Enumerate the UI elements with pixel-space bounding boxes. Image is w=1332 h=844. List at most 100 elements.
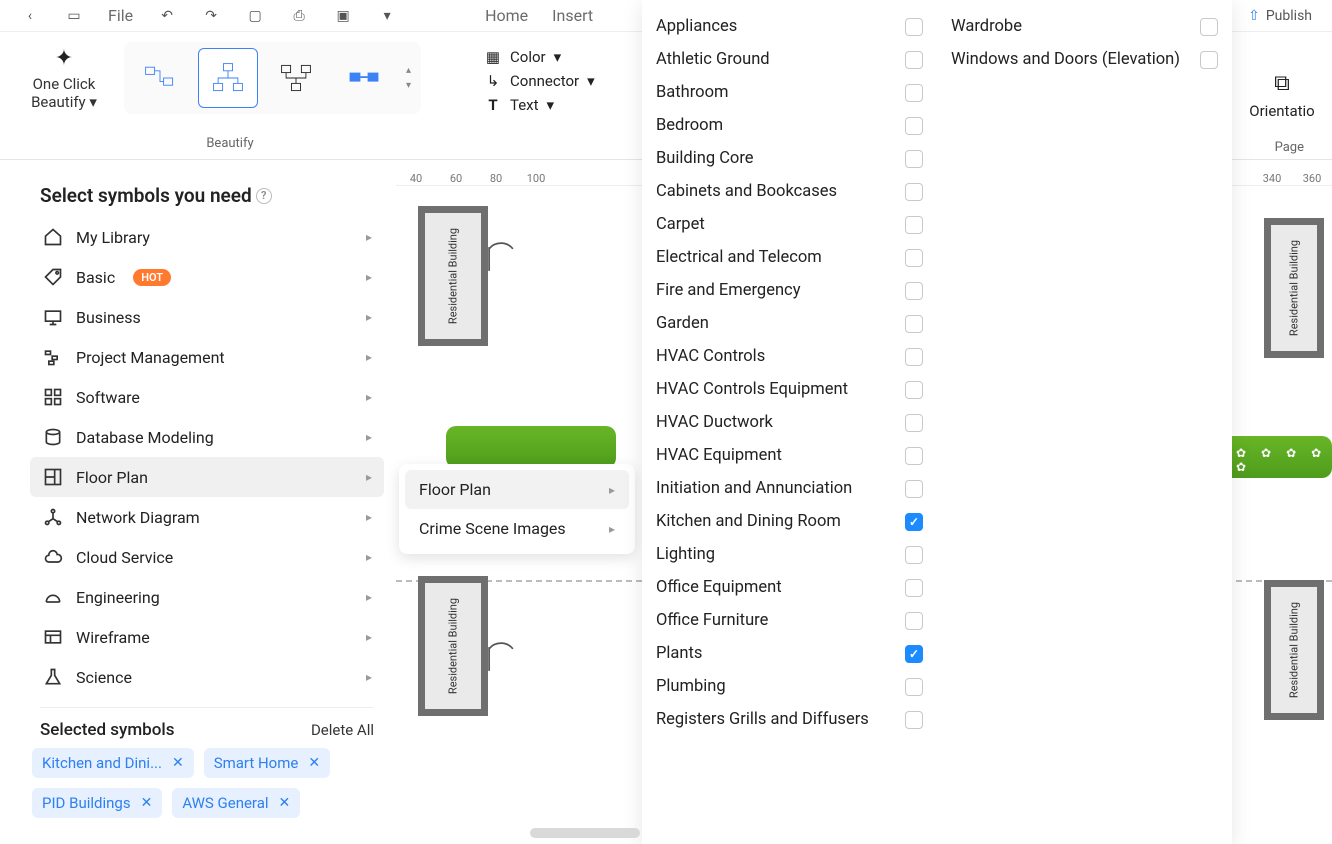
checklist-item-athletic-ground[interactable]: Athletic Ground (656, 43, 923, 76)
building-shape-2[interactable]: Residential Building (418, 576, 488, 716)
checkbox[interactable] (905, 183, 923, 201)
print-icon[interactable]: ⎙ (289, 6, 309, 26)
checklist-item-plants[interactable]: Plants (656, 637, 923, 670)
checkbox[interactable] (905, 117, 923, 135)
building-shape-1[interactable]: Residential Building (418, 206, 488, 346)
checkbox[interactable] (905, 216, 923, 234)
submenu-item-floor-plan[interactable]: Floor Plan▸ (405, 470, 629, 509)
selected-chip[interactable]: PID Buildings✕ (32, 788, 162, 818)
layout-style-4[interactable] (334, 48, 394, 108)
checklist-item-building-core[interactable]: Building Core (656, 142, 923, 175)
selected-chip[interactable]: Kitchen and Dini...✕ (32, 748, 194, 778)
bush-shape-1[interactable] (446, 426, 616, 468)
file-icon[interactable]: ▭ (64, 6, 84, 26)
publish-button[interactable]: ⇧ Publish (1248, 8, 1312, 24)
checkbox[interactable] (905, 249, 923, 267)
checklist-item-hvac-ductwork[interactable]: HVAC Ductwork (656, 406, 923, 439)
layout-style-3[interactable] (266, 48, 326, 108)
category-software[interactable]: Software▸ (30, 377, 384, 417)
tab-home[interactable]: Home (485, 6, 528, 25)
checklist-item-wardrobe[interactable]: Wardrobe (951, 10, 1218, 43)
save-icon[interactable]: ▢ (245, 6, 265, 26)
redo-icon[interactable]: ↷ (201, 6, 221, 26)
checklist-item-lighting[interactable]: Lighting (656, 538, 923, 571)
category-network-diagram[interactable]: Network Diagram▸ (30, 497, 384, 537)
text-dropdown[interactable]: TText ▾ (484, 96, 595, 114)
checklist-item-cabinets-and-bookcases[interactable]: Cabinets and Bookcases (656, 175, 923, 208)
checklist-item-electrical-and-telecom[interactable]: Electrical and Telecom (656, 241, 923, 274)
checklist-item-hvac-controls-equipment[interactable]: HVAC Controls Equipment (656, 373, 923, 406)
checkbox[interactable] (905, 447, 923, 465)
layout-style-1[interactable] (130, 48, 190, 108)
more-icon[interactable]: ▾ (377, 6, 397, 26)
checkbox[interactable] (905, 381, 923, 399)
delete-all-button[interactable]: Delete All (311, 721, 374, 739)
lamp-shape-1[interactable] (484, 242, 518, 276)
category-database-modeling[interactable]: Database Modeling▸ (30, 417, 384, 457)
checklist-item-appliances[interactable]: Appliances (656, 10, 923, 43)
bush-shape-2[interactable] (1222, 436, 1332, 478)
checklist-item-windows-and-doors-elevation-[interactable]: Windows and Doors (Elevation) (951, 43, 1218, 76)
checkbox[interactable] (905, 579, 923, 597)
layout-scroll-arrows[interactable]: ▴▾ (402, 65, 415, 91)
export-icon[interactable]: ▣ (333, 6, 353, 26)
category-cloud-service[interactable]: Cloud Service▸ (30, 537, 384, 577)
file-label[interactable]: File (108, 6, 133, 25)
checklist-item-plumbing[interactable]: Plumbing (656, 670, 923, 703)
category-science[interactable]: Science▸ (30, 657, 384, 697)
checkbox[interactable] (1200, 18, 1218, 36)
help-icon[interactable]: ? (256, 188, 272, 204)
checklist-item-garden[interactable]: Garden (656, 307, 923, 340)
checkbox[interactable] (905, 513, 923, 531)
building-shape-4[interactable]: Residential Building (1264, 580, 1324, 720)
tab-insert[interactable]: Insert (552, 6, 593, 25)
undo-icon[interactable]: ↶ (157, 6, 177, 26)
layout-style-2[interactable] (198, 48, 258, 108)
checkbox[interactable] (905, 348, 923, 366)
checklist-item-initiation-and-annunciation[interactable]: Initiation and Annunciation (656, 472, 923, 505)
lamp-shape-2[interactable] (484, 642, 518, 676)
checkbox[interactable] (905, 480, 923, 498)
checkbox[interactable] (905, 414, 923, 432)
checklist-item-kitchen-and-dining-room[interactable]: Kitchen and Dining Room (656, 505, 923, 538)
back-icon[interactable]: ‹ (20, 6, 40, 26)
checkbox[interactable] (905, 612, 923, 630)
category-project-management[interactable]: Project Management▸ (30, 337, 384, 377)
checklist-item-office-furniture[interactable]: Office Furniture (656, 604, 923, 637)
one-click-beautify-button[interactable]: ✦ One ClickBeautify ▾ (14, 46, 114, 111)
checkbox[interactable] (905, 282, 923, 300)
connector-dropdown[interactable]: ↳Connector ▾ (484, 72, 595, 90)
checkbox[interactable] (905, 150, 923, 168)
checklist-item-bedroom[interactable]: Bedroom (656, 109, 923, 142)
checkbox[interactable] (905, 84, 923, 102)
checklist-item-registers-grills-and-diffusers[interactable]: Registers Grills and Diffusers (656, 703, 923, 736)
category-engineering[interactable]: Engineering▸ (30, 577, 384, 617)
chip-remove-icon[interactable]: ✕ (279, 795, 291, 811)
checkbox[interactable] (905, 678, 923, 696)
checklist-item-fire-and-emergency[interactable]: Fire and Emergency (656, 274, 923, 307)
checklist-item-office-equipment[interactable]: Office Equipment (656, 571, 923, 604)
submenu-item-crime-scene-images[interactable]: Crime Scene Images▸ (405, 509, 629, 548)
horizontal-scrollbar[interactable] (530, 828, 640, 838)
chip-remove-icon[interactable]: ✕ (172, 755, 184, 771)
chip-remove-icon[interactable]: ✕ (141, 795, 153, 811)
checkbox[interactable] (905, 51, 923, 69)
checkbox[interactable] (905, 315, 923, 333)
category-business[interactable]: Business▸ (30, 297, 384, 337)
checkbox[interactable] (905, 645, 923, 663)
checkbox[interactable] (905, 18, 923, 36)
selected-chip[interactable]: AWS General✕ (172, 788, 300, 818)
checkbox[interactable] (905, 711, 923, 729)
checklist-item-bathroom[interactable]: Bathroom (656, 76, 923, 109)
checkbox[interactable] (1200, 51, 1218, 69)
checklist-item-hvac-controls[interactable]: HVAC Controls (656, 340, 923, 373)
chip-remove-icon[interactable]: ✕ (308, 755, 320, 771)
category-floor-plan[interactable]: Floor Plan▸ (30, 457, 384, 497)
checklist-item-hvac-equipment[interactable]: HVAC Equipment (656, 439, 923, 472)
selected-chip[interactable]: Smart Home✕ (204, 748, 330, 778)
building-shape-3[interactable]: Residential Building (1264, 218, 1324, 358)
checkbox[interactable] (905, 546, 923, 564)
category-my-library[interactable]: My Library▸ (30, 217, 384, 257)
category-wireframe[interactable]: Wireframe▸ (30, 617, 384, 657)
color-dropdown[interactable]: ▦Color ▾ (484, 48, 595, 66)
